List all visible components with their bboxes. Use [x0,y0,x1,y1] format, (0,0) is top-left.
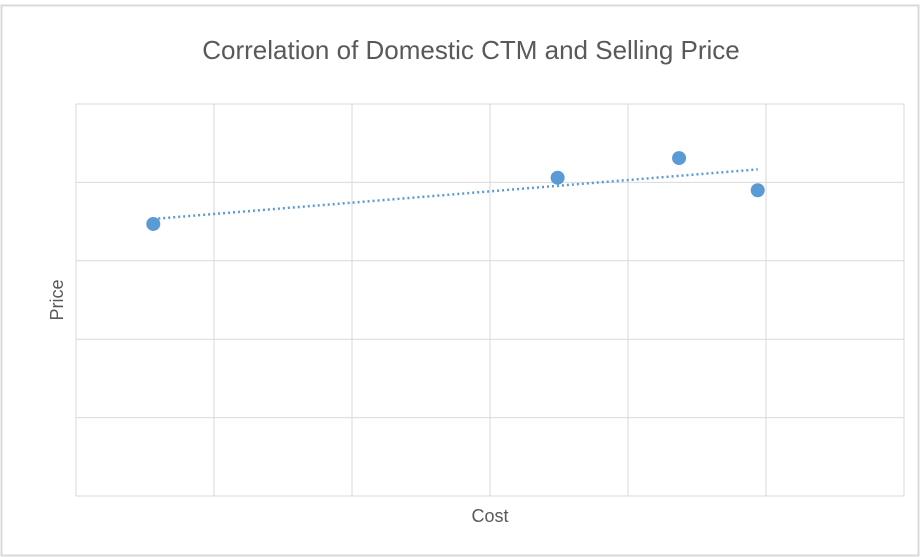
data-point [550,170,565,185]
data-point [672,151,687,166]
trendline [153,168,758,221]
data-point [750,183,765,198]
data-point [146,216,161,231]
chart-title: Correlation of Domestic CTM and Selling … [202,35,740,65]
chart-border [0,4,920,557]
x-axis-label: Cost [471,506,508,526]
y-axis-label: Price [47,279,67,320]
